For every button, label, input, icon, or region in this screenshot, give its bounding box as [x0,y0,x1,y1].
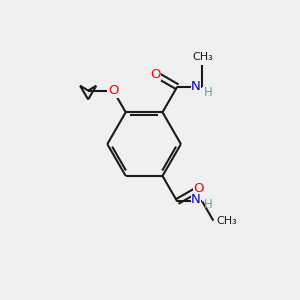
Text: O: O [150,68,161,81]
Text: O: O [194,182,204,196]
Text: CH₃: CH₃ [216,216,237,226]
Text: H: H [204,85,213,98]
Text: H: H [204,198,213,211]
Text: N: N [191,193,201,206]
Text: O: O [108,84,119,97]
Text: N: N [191,80,201,93]
Text: CH₃: CH₃ [192,52,213,62]
